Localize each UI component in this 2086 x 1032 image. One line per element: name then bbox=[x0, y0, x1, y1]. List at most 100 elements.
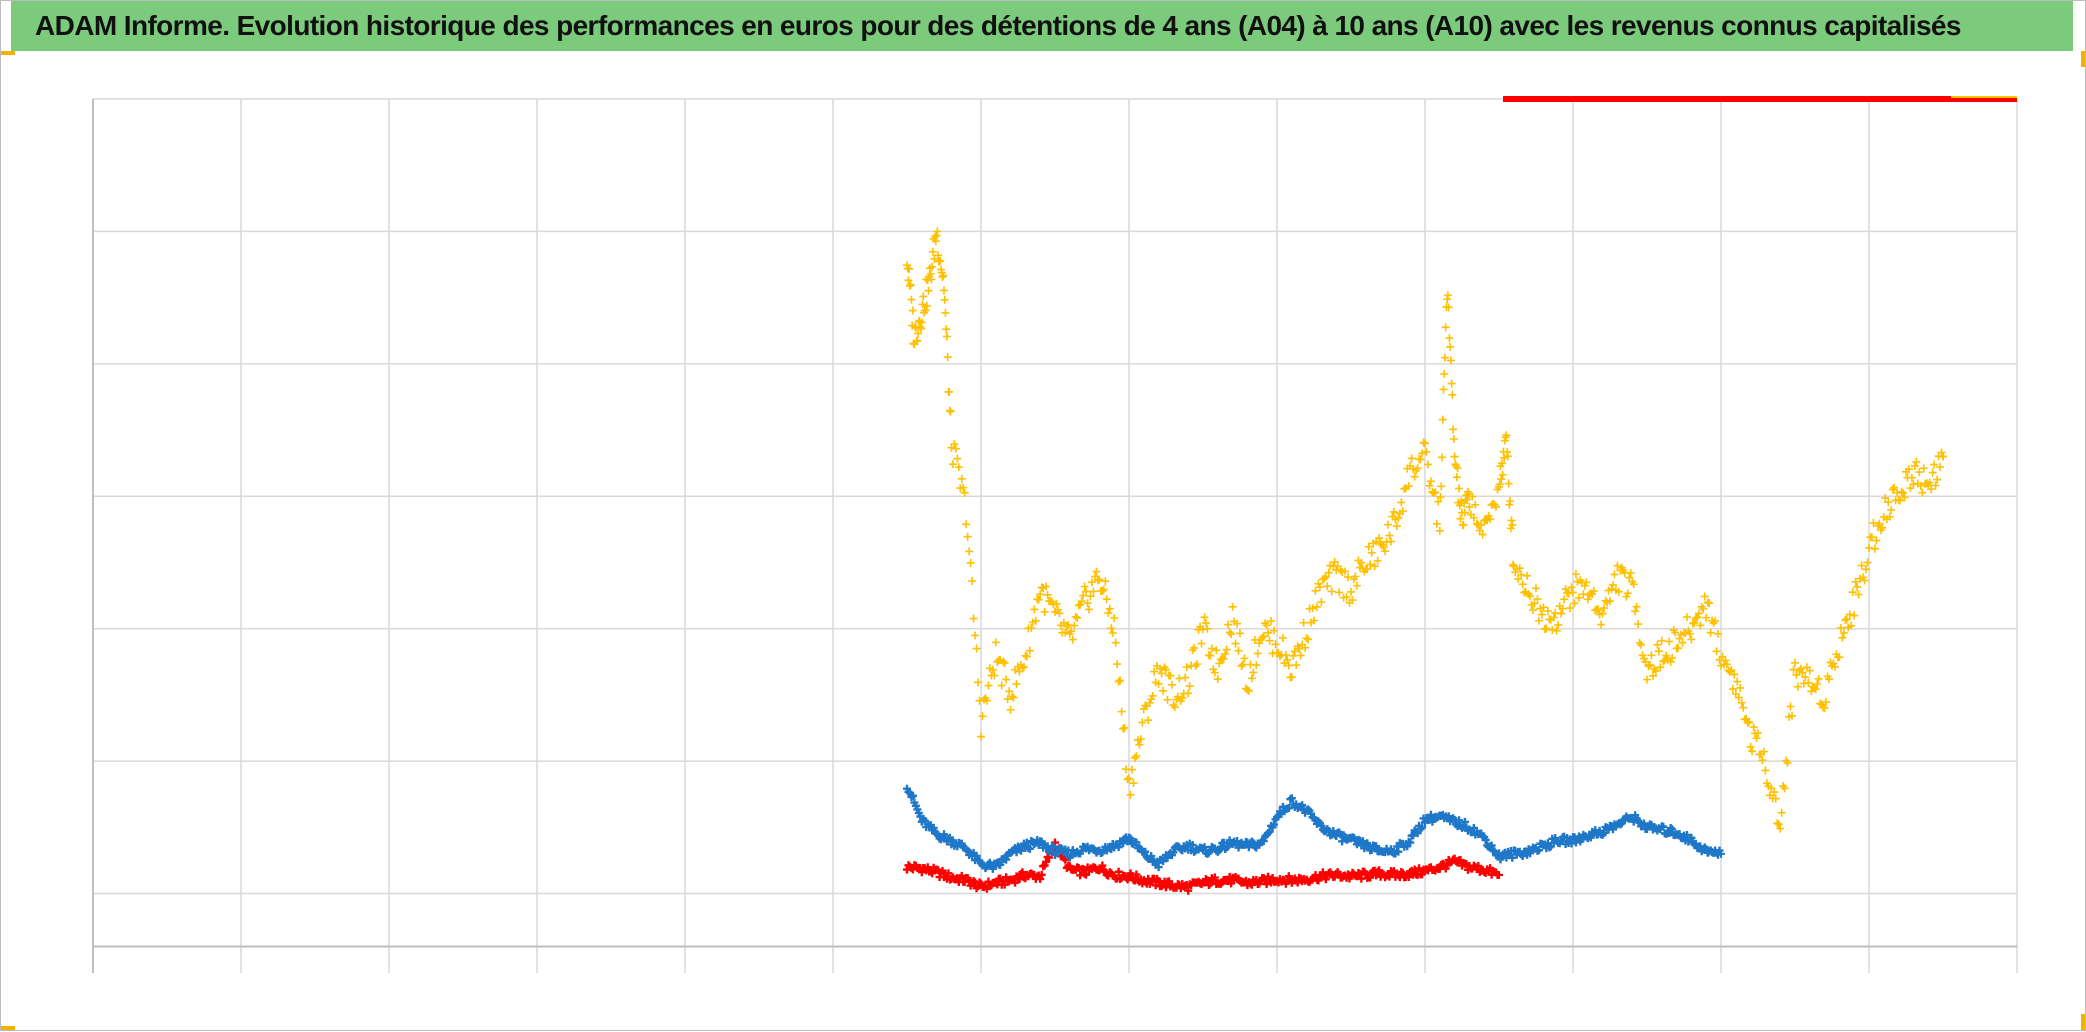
data-point bbox=[1887, 505, 1896, 514]
data-point bbox=[1788, 711, 1797, 720]
data-point bbox=[1452, 473, 1461, 482]
data-point bbox=[1497, 475, 1506, 484]
data-point bbox=[1446, 356, 1455, 365]
data-point bbox=[1542, 624, 1551, 633]
data-point bbox=[908, 791, 917, 800]
data-point bbox=[1265, 827, 1274, 836]
data-point bbox=[971, 631, 980, 640]
data-point bbox=[1675, 634, 1684, 643]
data-point bbox=[1469, 513, 1478, 522]
data-point bbox=[1197, 639, 1206, 648]
data-point bbox=[1532, 584, 1540, 593]
data-point bbox=[1643, 675, 1651, 684]
data-point bbox=[1062, 622, 1071, 631]
data-point bbox=[1471, 500, 1480, 509]
data-point bbox=[1210, 668, 1219, 677]
data-point bbox=[1003, 695, 1012, 704]
data-point bbox=[1002, 855, 1011, 864]
data-point bbox=[1586, 833, 1595, 842]
data-point bbox=[1070, 621, 1079, 630]
data-point bbox=[1919, 464, 1928, 473]
data-point bbox=[1224, 620, 1233, 629]
data-point bbox=[1641, 657, 1650, 666]
data-point bbox=[1610, 570, 1619, 579]
data-point bbox=[1166, 671, 1175, 680]
data-point bbox=[1469, 823, 1478, 832]
data-point bbox=[1830, 662, 1839, 671]
data-point bbox=[1111, 638, 1120, 647]
data-point bbox=[1518, 580, 1527, 589]
data-point bbox=[1357, 558, 1366, 567]
data-point bbox=[1739, 703, 1748, 712]
data-point bbox=[1607, 585, 1616, 594]
data-point bbox=[1506, 496, 1515, 505]
data-point bbox=[988, 864, 997, 873]
data-point bbox=[1645, 660, 1654, 669]
data-point bbox=[1851, 577, 1860, 586]
data-point bbox=[1145, 698, 1154, 707]
data-point bbox=[1936, 463, 1945, 472]
data-point bbox=[1098, 586, 1107, 595]
data-point bbox=[1000, 659, 1009, 668]
data-point bbox=[1497, 459, 1506, 468]
data-point bbox=[1774, 820, 1783, 829]
data-point bbox=[904, 276, 913, 285]
data-point bbox=[1426, 810, 1435, 819]
data-point bbox=[1459, 520, 1468, 529]
data-point bbox=[1850, 611, 1859, 620]
data-point bbox=[1034, 595, 1043, 604]
data-point bbox=[905, 264, 914, 273]
data-point bbox=[1372, 842, 1381, 851]
data-point bbox=[1027, 624, 1036, 633]
data-point bbox=[1042, 582, 1051, 591]
data-point bbox=[1173, 692, 1182, 701]
data-point bbox=[1523, 571, 1532, 580]
data-point bbox=[1076, 600, 1085, 609]
data-point bbox=[957, 871, 966, 880]
data-point bbox=[1219, 654, 1228, 663]
data-point bbox=[1129, 779, 1138, 788]
data-point bbox=[1022, 652, 1031, 661]
data-point bbox=[1813, 680, 1822, 689]
data-point bbox=[1101, 577, 1110, 586]
data-point bbox=[1386, 537, 1395, 546]
data-point bbox=[1113, 660, 1122, 669]
data-point bbox=[1567, 583, 1576, 592]
data-point bbox=[1685, 629, 1694, 638]
data-point bbox=[1287, 673, 1296, 682]
data-point bbox=[1606, 597, 1614, 606]
data-point bbox=[1687, 833, 1696, 842]
data-point bbox=[1025, 844, 1034, 853]
data-point bbox=[1693, 613, 1702, 622]
data-point bbox=[1275, 652, 1284, 661]
data-point bbox=[1730, 670, 1739, 679]
data-point bbox=[1102, 595, 1111, 604]
data-point bbox=[1270, 820, 1279, 829]
data-point bbox=[1267, 617, 1276, 626]
data-point bbox=[1580, 581, 1589, 590]
data-point bbox=[1117, 707, 1126, 716]
data-point bbox=[1438, 415, 1447, 424]
data-point bbox=[1722, 660, 1731, 669]
data-point bbox=[929, 823, 938, 832]
data-point bbox=[1234, 646, 1243, 655]
data-point bbox=[941, 308, 950, 317]
data-point bbox=[1304, 635, 1313, 644]
data-point bbox=[1460, 817, 1469, 826]
data-point bbox=[1448, 390, 1457, 399]
data-point bbox=[1425, 481, 1434, 490]
data-point bbox=[1264, 628, 1273, 637]
data-point bbox=[1696, 621, 1705, 630]
data-point bbox=[1290, 647, 1299, 656]
data-point bbox=[1082, 870, 1091, 879]
data-point bbox=[1375, 534, 1384, 543]
data-point bbox=[1040, 607, 1049, 616]
data-point bbox=[1363, 565, 1372, 574]
data-point bbox=[1647, 651, 1656, 660]
data-point bbox=[1682, 613, 1691, 622]
data-point bbox=[942, 325, 951, 334]
data-point bbox=[933, 227, 942, 236]
data-point bbox=[1896, 496, 1905, 505]
data-point bbox=[1200, 843, 1209, 852]
data-point bbox=[908, 306, 917, 315]
